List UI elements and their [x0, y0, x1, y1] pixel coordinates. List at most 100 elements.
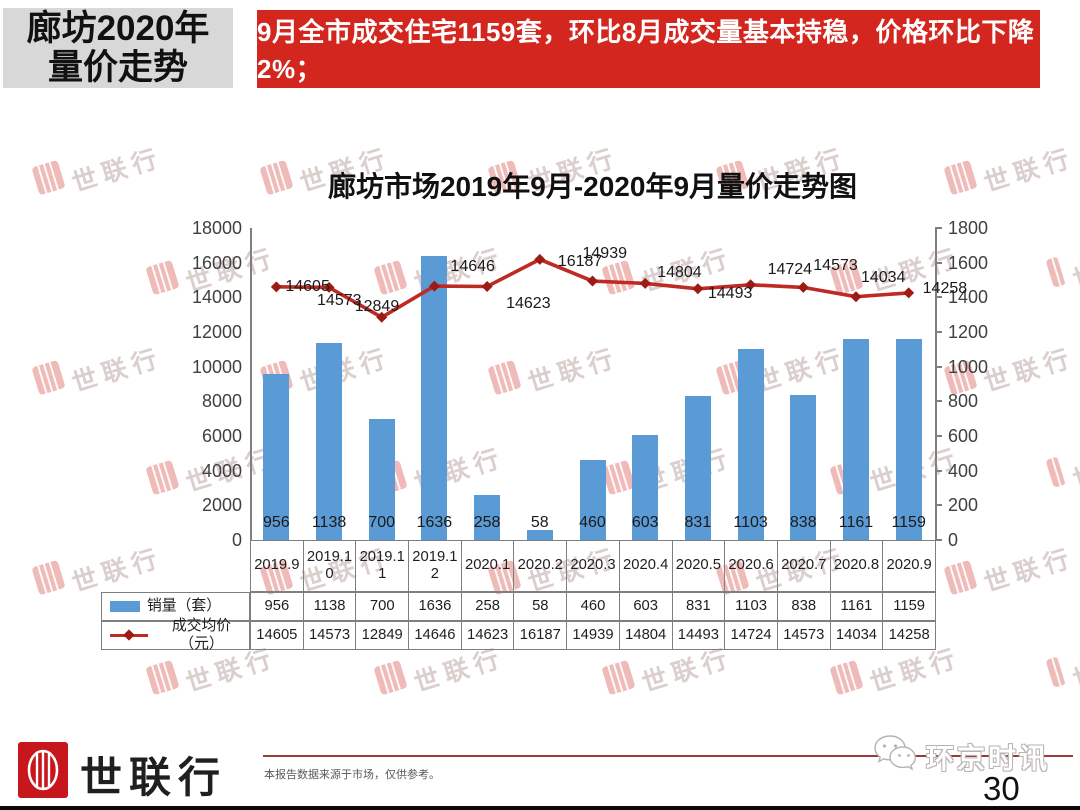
bar-value-label: 58: [530, 514, 549, 531]
right-axis-tick-label: 1400: [948, 287, 989, 308]
bar-2020.3: [579, 460, 606, 540]
x-category-cell: 2019.10: [302, 540, 357, 592]
page-number: 30: [983, 770, 1020, 807]
volume-legend-label: 销量（套）: [147, 597, 221, 614]
right-axis-tick: [935, 365, 942, 368]
bar-value-label: 1159: [891, 514, 926, 531]
bar-value-label: 700: [368, 514, 396, 531]
headline-text: 9月全市成交住宅1159套，环比8月成交量基本持稳，价格环比下降2%；: [257, 17, 1035, 84]
right-axis-tick-label: 1000: [948, 356, 989, 377]
table-volume-cell: 1636: [408, 592, 462, 621]
line-marker: [587, 275, 598, 287]
table-volume-cell: 1161: [829, 592, 884, 621]
bar-2019.11: [368, 418, 395, 540]
wechat-watermark: 环京时讯: [872, 733, 1050, 780]
right-axis-tick: [935, 504, 942, 507]
bar-value-label: 603: [631, 514, 659, 531]
bar-value-label: 831: [684, 514, 712, 531]
right-axis-tick-label: 800: [948, 391, 979, 412]
bar-2020.1: [474, 495, 501, 540]
bar-2020.5: [684, 395, 711, 540]
right-axis-tick: [935, 435, 942, 437]
bar-2020.4: [632, 435, 659, 540]
table-price-cell: 14646: [408, 621, 462, 650]
bar-value-label: 1103: [733, 514, 768, 531]
disclaimer-text: 本报告数据来源于市场，仅供参考。: [264, 769, 440, 781]
price-legend-swatch: [110, 629, 148, 641]
line-value-label: 14493: [707, 284, 753, 302]
table-volume-cell: 258: [460, 592, 515, 621]
line-marker: [270, 281, 282, 293]
line-marker: [797, 281, 809, 293]
right-axis-tick: [935, 261, 942, 264]
line-value-label: 14605: [285, 277, 330, 295]
right-axis-tick: [935, 227, 942, 229]
left-axis-tick-label: 16000: [191, 252, 242, 273]
bar-2020.7: [790, 394, 817, 540]
table-price-cell: 14573: [776, 621, 831, 650]
right-axis-tick: [935, 469, 942, 472]
right-axis-tick: [935, 296, 942, 299]
bar-2019.9: [263, 374, 290, 540]
bar-value-label: 460: [579, 514, 606, 531]
x-category-cell: 2020.1: [460, 540, 515, 592]
slide-title-line1: 廊坊2020年: [26, 8, 210, 48]
line-value-label: 16187: [557, 253, 603, 271]
right-axis-tick: [935, 539, 942, 541]
left-axis-tick-label: 10000: [191, 356, 242, 377]
bottom-edge-strip: [0, 806, 1080, 810]
left-axis-tick-label: 4000: [201, 460, 242, 481]
line-value-label: 14804: [657, 264, 702, 282]
x-category-cell: 2020.7: [776, 540, 831, 592]
table-volume-cell: 956: [250, 592, 304, 621]
x-category-cell: 2019.9: [250, 540, 304, 592]
left-axis-tick-label: 12000: [191, 322, 242, 342]
bar-value-label: 956: [262, 514, 290, 531]
right-axis-tick-label: 1800: [948, 218, 989, 238]
x-category-cell: 2020.4: [618, 540, 673, 592]
line-value-label: 14034: [860, 268, 906, 286]
line-value-label: 14258: [922, 279, 968, 297]
chart-title: 廊坊市场2019年9月-2020年9月量价走势图: [327, 171, 858, 202]
line-value-label: 14939: [582, 245, 628, 263]
bar-2020.2: [526, 529, 553, 540]
table-volume-cell: 838: [776, 592, 831, 621]
table-price-cell: 14623: [460, 621, 515, 650]
left-axis-tick-label: 18000: [191, 218, 242, 238]
table-volume-cell: 700: [355, 592, 410, 621]
wechat-account-name: 环京时讯: [926, 742, 1051, 774]
bar-2019.10: [316, 342, 343, 540]
right-axis-tick: [935, 400, 942, 403]
table-volume-cell: 831: [671, 592, 726, 621]
right-axis-tick: [935, 331, 942, 333]
x-category-cell: 2020.9: [882, 540, 936, 592]
table-price-cell: 14804: [618, 621, 673, 650]
table-price-cell: 14034: [829, 621, 884, 650]
left-axis-tick-label: 2000: [201, 495, 242, 516]
right-axis-tick-label: 1200: [948, 322, 989, 342]
table-price-cell: 14493: [671, 621, 726, 650]
line-value-label: 14573: [813, 257, 858, 275]
line-marker: [534, 253, 546, 265]
right-axis-tick-label: 200: [948, 495, 979, 516]
bar-value-label: 1138: [311, 514, 347, 531]
footer-divider: [263, 755, 1073, 757]
volume-legend-swatch: [110, 601, 140, 612]
table-volume-cell: 1138: [302, 592, 357, 621]
brand-name: 世联行: [80, 754, 228, 801]
line-marker: [692, 283, 704, 295]
line-value-label: 14573: [317, 292, 362, 310]
x-category-cell: 2019.11: [355, 540, 410, 592]
bar-value-label: 1161: [838, 514, 874, 531]
right-axis-tick-label: 0: [948, 530, 959, 550]
right-axis-tick-label: 600: [948, 426, 979, 446]
line-value-label: 14646: [450, 258, 495, 276]
table-price-cell: 16187: [513, 621, 568, 650]
shilianhang-logo-icon: [18, 742, 68, 803]
x-category-cell: 2020.3: [566, 540, 620, 592]
right-axis-tick-label: 400: [948, 460, 979, 481]
line-value-label: 14724: [767, 260, 813, 278]
right-axis-tick-label: 1600: [948, 252, 989, 273]
x-category-cell: 2020.8: [829, 540, 884, 592]
